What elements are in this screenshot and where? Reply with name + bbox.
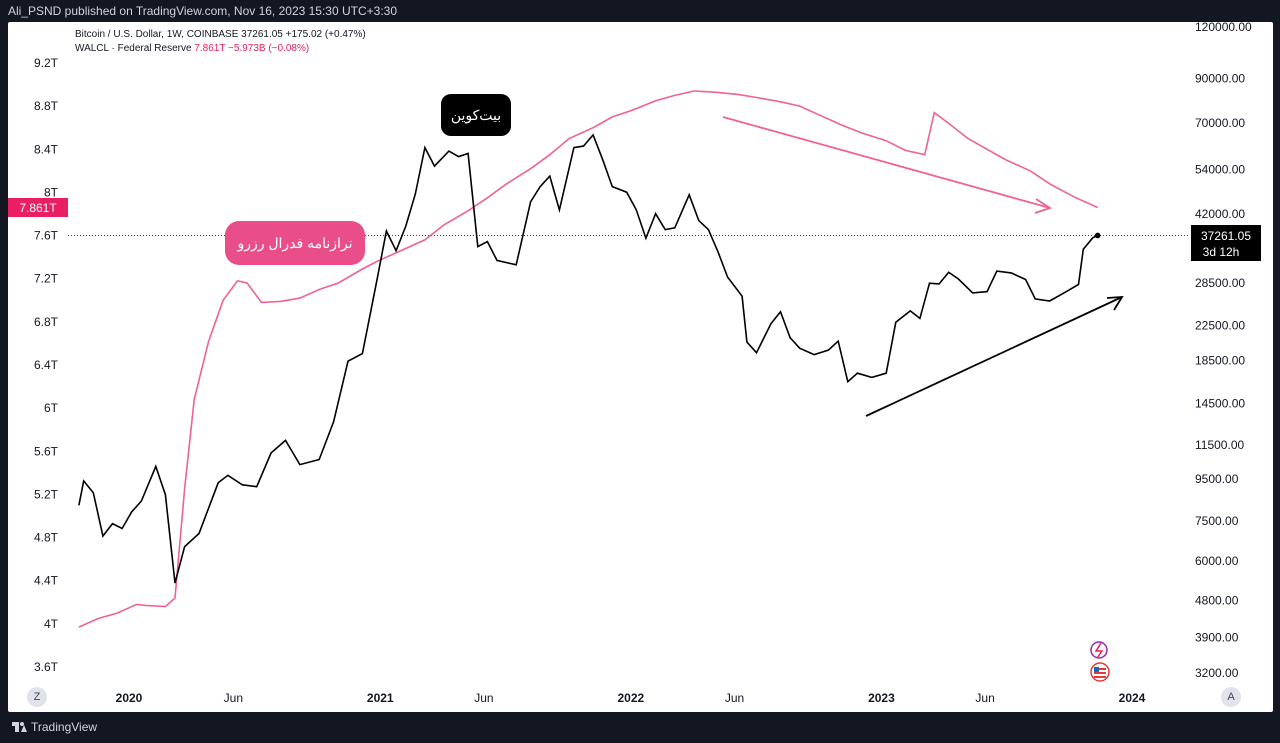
right-axis: 120000.00 90000.00 70000.00 54000.00 42000.0… — [1195, 22, 1252, 680]
btc-callout: بیت‌کوین — [441, 94, 511, 136]
btc-line — [78, 133, 1099, 584]
walcl-last-badge: 7.861T — [8, 198, 68, 217]
chart-legend: Bitcoin / U.S. Dollar, 1W, COINBASE 3726… — [75, 28, 366, 56]
walcl-callout-text: ترازنامه فدرال رزرو — [236, 235, 352, 252]
left-tick-label: 8.8T — [34, 99, 59, 113]
right-tick-label: 6000.00 — [1195, 554, 1239, 568]
auto-scale-button[interactable]: A — [1221, 687, 1241, 707]
right-tick-label: 18500.00 — [1195, 353, 1245, 367]
right-tick-label: 28500.00 — [1195, 276, 1245, 290]
lightning-icon[interactable] — [1090, 641, 1108, 659]
right-tick-label: 70000.00 — [1195, 116, 1245, 130]
x-tick-label: 2023 — [868, 691, 895, 705]
right-tick-label: 9500.00 — [1195, 472, 1239, 486]
publisher-bar: Ali_PSND published on TradingView.com, N… — [0, 0, 1280, 22]
x-tick-label: Jun — [725, 691, 744, 705]
legend-walcl-values: 7.861T −5.973B (−0.08%) — [194, 43, 310, 54]
right-tick-label: 90000.00 — [1195, 71, 1245, 85]
publisher-text: Ali_PSND published on TradingView.com, N… — [8, 4, 398, 18]
x-tick-label: 2022 — [617, 691, 644, 705]
x-tick-label: 2020 — [116, 691, 143, 705]
btc-last-price-text: 37261.05 — [1201, 229, 1251, 243]
right-tick-label: 54000.00 — [1195, 162, 1245, 176]
tradingview-logo-icon — [12, 722, 27, 732]
btc-last-dot — [1094, 232, 1101, 239]
right-tick-label: 3200.00 — [1195, 666, 1239, 680]
right-tick-label: 42000.00 — [1195, 207, 1245, 221]
right-tick-label: 120000.00 — [1195, 22, 1252, 34]
left-tick-label: 4.4T — [34, 574, 59, 588]
walcl-line — [78, 90, 1099, 628]
footer-bar: TradingView — [0, 712, 1280, 743]
right-tick-label: 4800.00 — [1195, 594, 1239, 608]
left-tick-label: 6.4T — [34, 358, 59, 372]
left-tick-label: 4.8T — [34, 531, 59, 545]
us-flag-icon[interactable] — [1090, 662, 1110, 682]
x-tick-label: 2024 — [1119, 691, 1146, 705]
left-tick-label: 8.4T — [34, 142, 59, 156]
legend-btc: Bitcoin / U.S. Dollar, 1W, COINBASE 3726… — [75, 29, 366, 40]
left-tick-label: 8T — [44, 185, 59, 199]
right-tick-label: 7500.00 — [1195, 514, 1239, 528]
left-tick-label: 7.2T — [34, 272, 59, 286]
tradingview-logo[interactable]: TradingView — [12, 720, 97, 734]
left-axis: 9.2T 8.8T 8.4T 8T 7.6T 7.2T 6.8T 6.4T 6T 5.6T 5.2T… — [34, 56, 59, 674]
x-tick-label: 2021 — [367, 691, 394, 705]
zoom-button[interactable]: Z — [27, 687, 47, 707]
right-tick-label: 22500.00 — [1195, 318, 1245, 332]
chart-frame[interactable]: 9.2T 8.8T 8.4T 8T 7.6T 7.2T 6.8T 6.4T 6T 5.6T 5.2T… — [8, 22, 1273, 712]
x-tick-label: Jun — [474, 691, 493, 705]
chart-svg[interactable]: 9.2T 8.8T 8.4T 8T 7.6T 7.2T 6.8T 6.4T 6T 5.6T 5.2T… — [8, 22, 1273, 712]
x-tick-label: Jun — [975, 691, 994, 705]
left-tick-label: 9.2T — [34, 56, 59, 70]
left-tick-label: 6T — [44, 401, 59, 415]
left-tick-label: 5.6T — [34, 444, 59, 458]
walcl-callout: ترازنامه فدرال رزرو — [225, 221, 365, 265]
legend-walcl: WALCL · Federal Reserve 7.861T −5.973B (… — [75, 42, 366, 56]
btc-callout-text: بیت‌کوین — [451, 107, 501, 124]
x-axis: 2020 Jun 2021 Jun 2022 Jun 2023 Jun 2024 — [116, 691, 1146, 705]
right-tick-label: 14500.00 — [1195, 397, 1245, 411]
x-tick-label: Jun — [224, 691, 243, 705]
left-tick-label: 3.6T — [34, 660, 59, 674]
left-tick-label: 4T — [44, 617, 59, 631]
btc-last-badge: 37261.05 3d 12h — [1191, 225, 1261, 261]
left-tick-label: 6.8T — [34, 315, 59, 329]
pink-trend-arrow — [722, 116, 1053, 214]
right-tick-label: 11500.00 — [1195, 438, 1244, 452]
btc-countdown-text: 3d 12h — [1203, 245, 1240, 259]
tradingview-brand: TradingView — [31, 720, 98, 734]
left-tick-label: 7.6T — [34, 229, 59, 243]
walcl-last-badge-text: 7.861T — [19, 201, 57, 215]
black-trend-arrow — [865, 295, 1124, 417]
left-tick-label: 5.2T — [34, 487, 59, 501]
legend-walcl-name: WALCL · Federal Reserve — [75, 43, 192, 54]
right-tick-label: 3900.00 — [1195, 631, 1239, 645]
